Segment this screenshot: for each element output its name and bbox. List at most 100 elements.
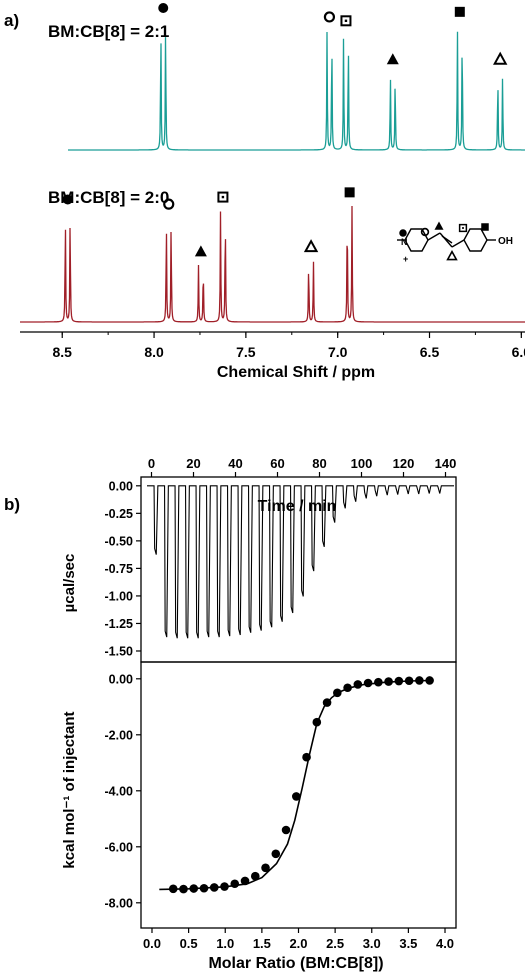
itc-binding-plot: 0.0 0.5 1.0 1.5 2.0 2.5 3.0 3.5 4.0 0.00 -2.00 -4.0… (61, 661, 457, 972)
data-point (343, 683, 352, 693)
time-tick-label: 20 (186, 456, 200, 471)
data-point (353, 680, 363, 689)
binding-axes: 0.0 0.5 1.0 1.5 2.0 2.5 3.0 3.5 4.0 0.00 -2.00 -4.0… (105, 661, 457, 951)
raw-axes: 0 20 40 60 80 100 120 140 0.00 -0.25 -0.50 -0.75 -1.… (105, 456, 457, 663)
molar-ratio-tick-label: 1.0 (216, 936, 234, 951)
fit-line (159, 679, 431, 891)
molar-ratio-tick-label: 3.5 (399, 936, 417, 951)
data-point (384, 677, 393, 686)
fit-curve (159, 679, 431, 891)
data-point (363, 678, 373, 688)
y-tick-label: -0.25 (105, 507, 134, 521)
time-tick-label: 40 (228, 456, 242, 471)
x-tick-label: 7.0 (328, 344, 348, 360)
data-point (271, 849, 281, 859)
molar-ratio-tick-label: 3.0 (363, 936, 381, 951)
nmr-trace (20, 205, 525, 323)
data-point (404, 676, 414, 686)
filled-circle-icon (62, 194, 73, 205)
molar-ratio-tick-label: 0.5 (180, 936, 198, 951)
time-axis-title: Time / min (258, 498, 337, 515)
chemical-structure-icon (397, 228, 496, 252)
data-point (415, 676, 424, 685)
data-points (168, 676, 434, 894)
x-tick-label: 6.5 (420, 344, 440, 360)
x-axis-ppm: 8.5 8.0 7.5 7.0 6.5 6.0 (20, 331, 525, 360)
filled-square-icon (454, 6, 465, 17)
plus-label: + (403, 254, 408, 264)
data-point (312, 717, 322, 727)
filled-triangle-icon (194, 245, 207, 257)
data-point (179, 884, 188, 894)
data-point (394, 676, 404, 686)
y-tick-label: -1.25 (105, 617, 134, 631)
vinyl-bond (441, 235, 453, 244)
filled-square-icon (481, 223, 489, 231)
panel-a-label: a) (4, 11, 19, 30)
data-point (261, 863, 270, 873)
vinyl-bond (427, 232, 441, 241)
y-tick-label: -2.00 (105, 728, 134, 742)
molar-ratio-tick-label: 2.0 (289, 936, 307, 951)
y-tick-label: -0.50 (105, 534, 134, 548)
time-tick-label: 0 (148, 456, 155, 471)
data-point (302, 752, 311, 762)
data-point (374, 677, 383, 687)
open-triangle-icon (493, 51, 508, 65)
x-tick-label: 8.5 (53, 344, 73, 360)
molar-ratio-tick-label: 4.0 (436, 936, 454, 951)
itc-raw-plot: Time / min 0 20 40 60 80 100 120 140 0.00 -0.25 -0… (61, 456, 457, 663)
filled-triangle-icon (386, 53, 399, 65)
y-tick-label: -6.00 (105, 840, 134, 854)
series-name-2-1: BM:CB[8] = 2:1 (48, 22, 169, 41)
y-tick-label: -4.00 (105, 784, 134, 798)
data-point (333, 688, 342, 698)
vinyl-bond (439, 232, 453, 248)
filled-triangle-icon (434, 221, 444, 230)
raw-heat-line (147, 485, 454, 639)
open-triangle-icon (303, 239, 319, 253)
data-point (240, 876, 250, 886)
y-axis-label-kcal: kcal mol⁻¹ of injectant (61, 711, 78, 868)
data-point (230, 879, 240, 889)
nmr-spectra: BM:CB[8] = 2:1 BM:CB[8] = 2:0 8.5 8.0 7.5 7… (20, 3, 525, 381)
dotted-square-icon (340, 15, 352, 27)
dotted-square-icon (458, 223, 468, 233)
nmr-trace (68, 31, 525, 151)
filled-circle-icon (399, 229, 407, 237)
filled-square-icon (344, 187, 355, 198)
vinyl-bond (451, 239, 465, 248)
time-tick-label: 100 (351, 456, 373, 471)
open-circle-icon (323, 11, 336, 23)
y-tick-label: -0.75 (105, 562, 134, 576)
filled-circle-icon (158, 3, 169, 13)
x-axis-label-ppm: Chemical Shift / ppm (217, 364, 375, 381)
x-tick-label: 8.0 (144, 344, 164, 360)
data-point (281, 825, 291, 835)
y-axis-label-ucal: µcal/sec (61, 554, 78, 613)
x-axis-label-molar-ratio: Molar Ratio (BM:CB[8]) (208, 955, 383, 972)
molar-ratio-tick-label: 2.5 (326, 936, 344, 951)
time-tick-label: 140 (435, 456, 457, 471)
y-tick-label: -1.00 (105, 589, 134, 603)
x-tick-label: 6.0 (512, 344, 525, 360)
data-point (189, 884, 199, 893)
x-tick-label: 7.5 (236, 344, 256, 360)
time-tick-label: 60 (270, 456, 284, 471)
nmr-traces (20, 31, 525, 323)
oh-label: OH (498, 236, 513, 247)
data-point (209, 883, 219, 892)
data-point (425, 676, 434, 685)
data-point (292, 792, 301, 801)
molar-ratio-tick-label: 0.0 (143, 936, 161, 951)
data-point (322, 698, 332, 707)
phenol-ring (463, 228, 488, 252)
panel-b-label: b) (4, 495, 20, 514)
pyridinium-ring (404, 228, 429, 252)
time-tick-label: 120 (393, 456, 415, 471)
data-point (168, 884, 178, 894)
open-circle-icon (163, 198, 175, 210)
structure-markers (399, 221, 489, 261)
dotted-square-icon (217, 191, 229, 203)
